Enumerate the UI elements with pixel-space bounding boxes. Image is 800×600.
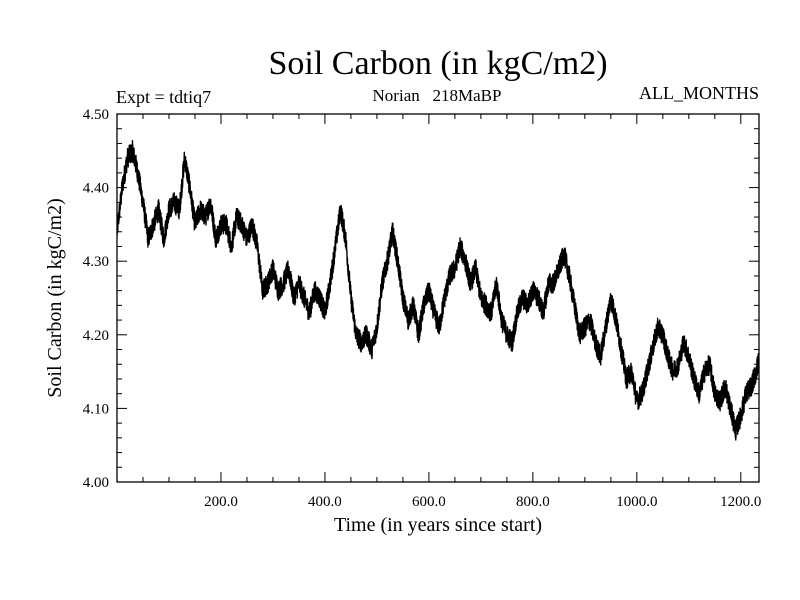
y-tick-label: 4.10 bbox=[83, 401, 109, 417]
period-label: Norian 218MaBP bbox=[373, 86, 502, 105]
y-axis: 4.00 4.10 4.20 4.30 4.40 4.50 bbox=[83, 107, 759, 491]
y-tick-label: 4.00 bbox=[83, 475, 109, 491]
chart-title: Soil Carbon (in kgC/m2) bbox=[268, 45, 607, 82]
x-tick-label: 200.0 bbox=[204, 494, 238, 510]
y-tick-label: 4.30 bbox=[83, 254, 109, 270]
experiment-label: Expt = tdtiq7 bbox=[116, 87, 211, 107]
x-tick-label: 400.0 bbox=[308, 494, 342, 510]
soil-carbon-line bbox=[117, 140, 759, 441]
x-tick-label: 800.0 bbox=[516, 494, 550, 510]
y-axis-label: Soil Carbon (in kgC/m2) bbox=[44, 198, 66, 397]
series-layer bbox=[117, 140, 759, 441]
x-tick-label: 1000.0 bbox=[616, 494, 657, 510]
plot-frame bbox=[116, 113, 760, 483]
x-axis-label: Time (in years since start) bbox=[334, 514, 542, 536]
y-tick-label: 4.50 bbox=[83, 107, 109, 123]
months-label: ALL_MONTHS bbox=[639, 83, 759, 103]
y-tick-label: 4.40 bbox=[83, 181, 109, 197]
y-tick-label: 4.20 bbox=[83, 328, 109, 344]
x-tick-label: 600.0 bbox=[412, 494, 446, 510]
x-tick-label: 1200.0 bbox=[720, 494, 761, 510]
x-axis: 200.0 400.0 600.0 800.0 1000.0 1200.0 bbox=[142, 114, 761, 510]
